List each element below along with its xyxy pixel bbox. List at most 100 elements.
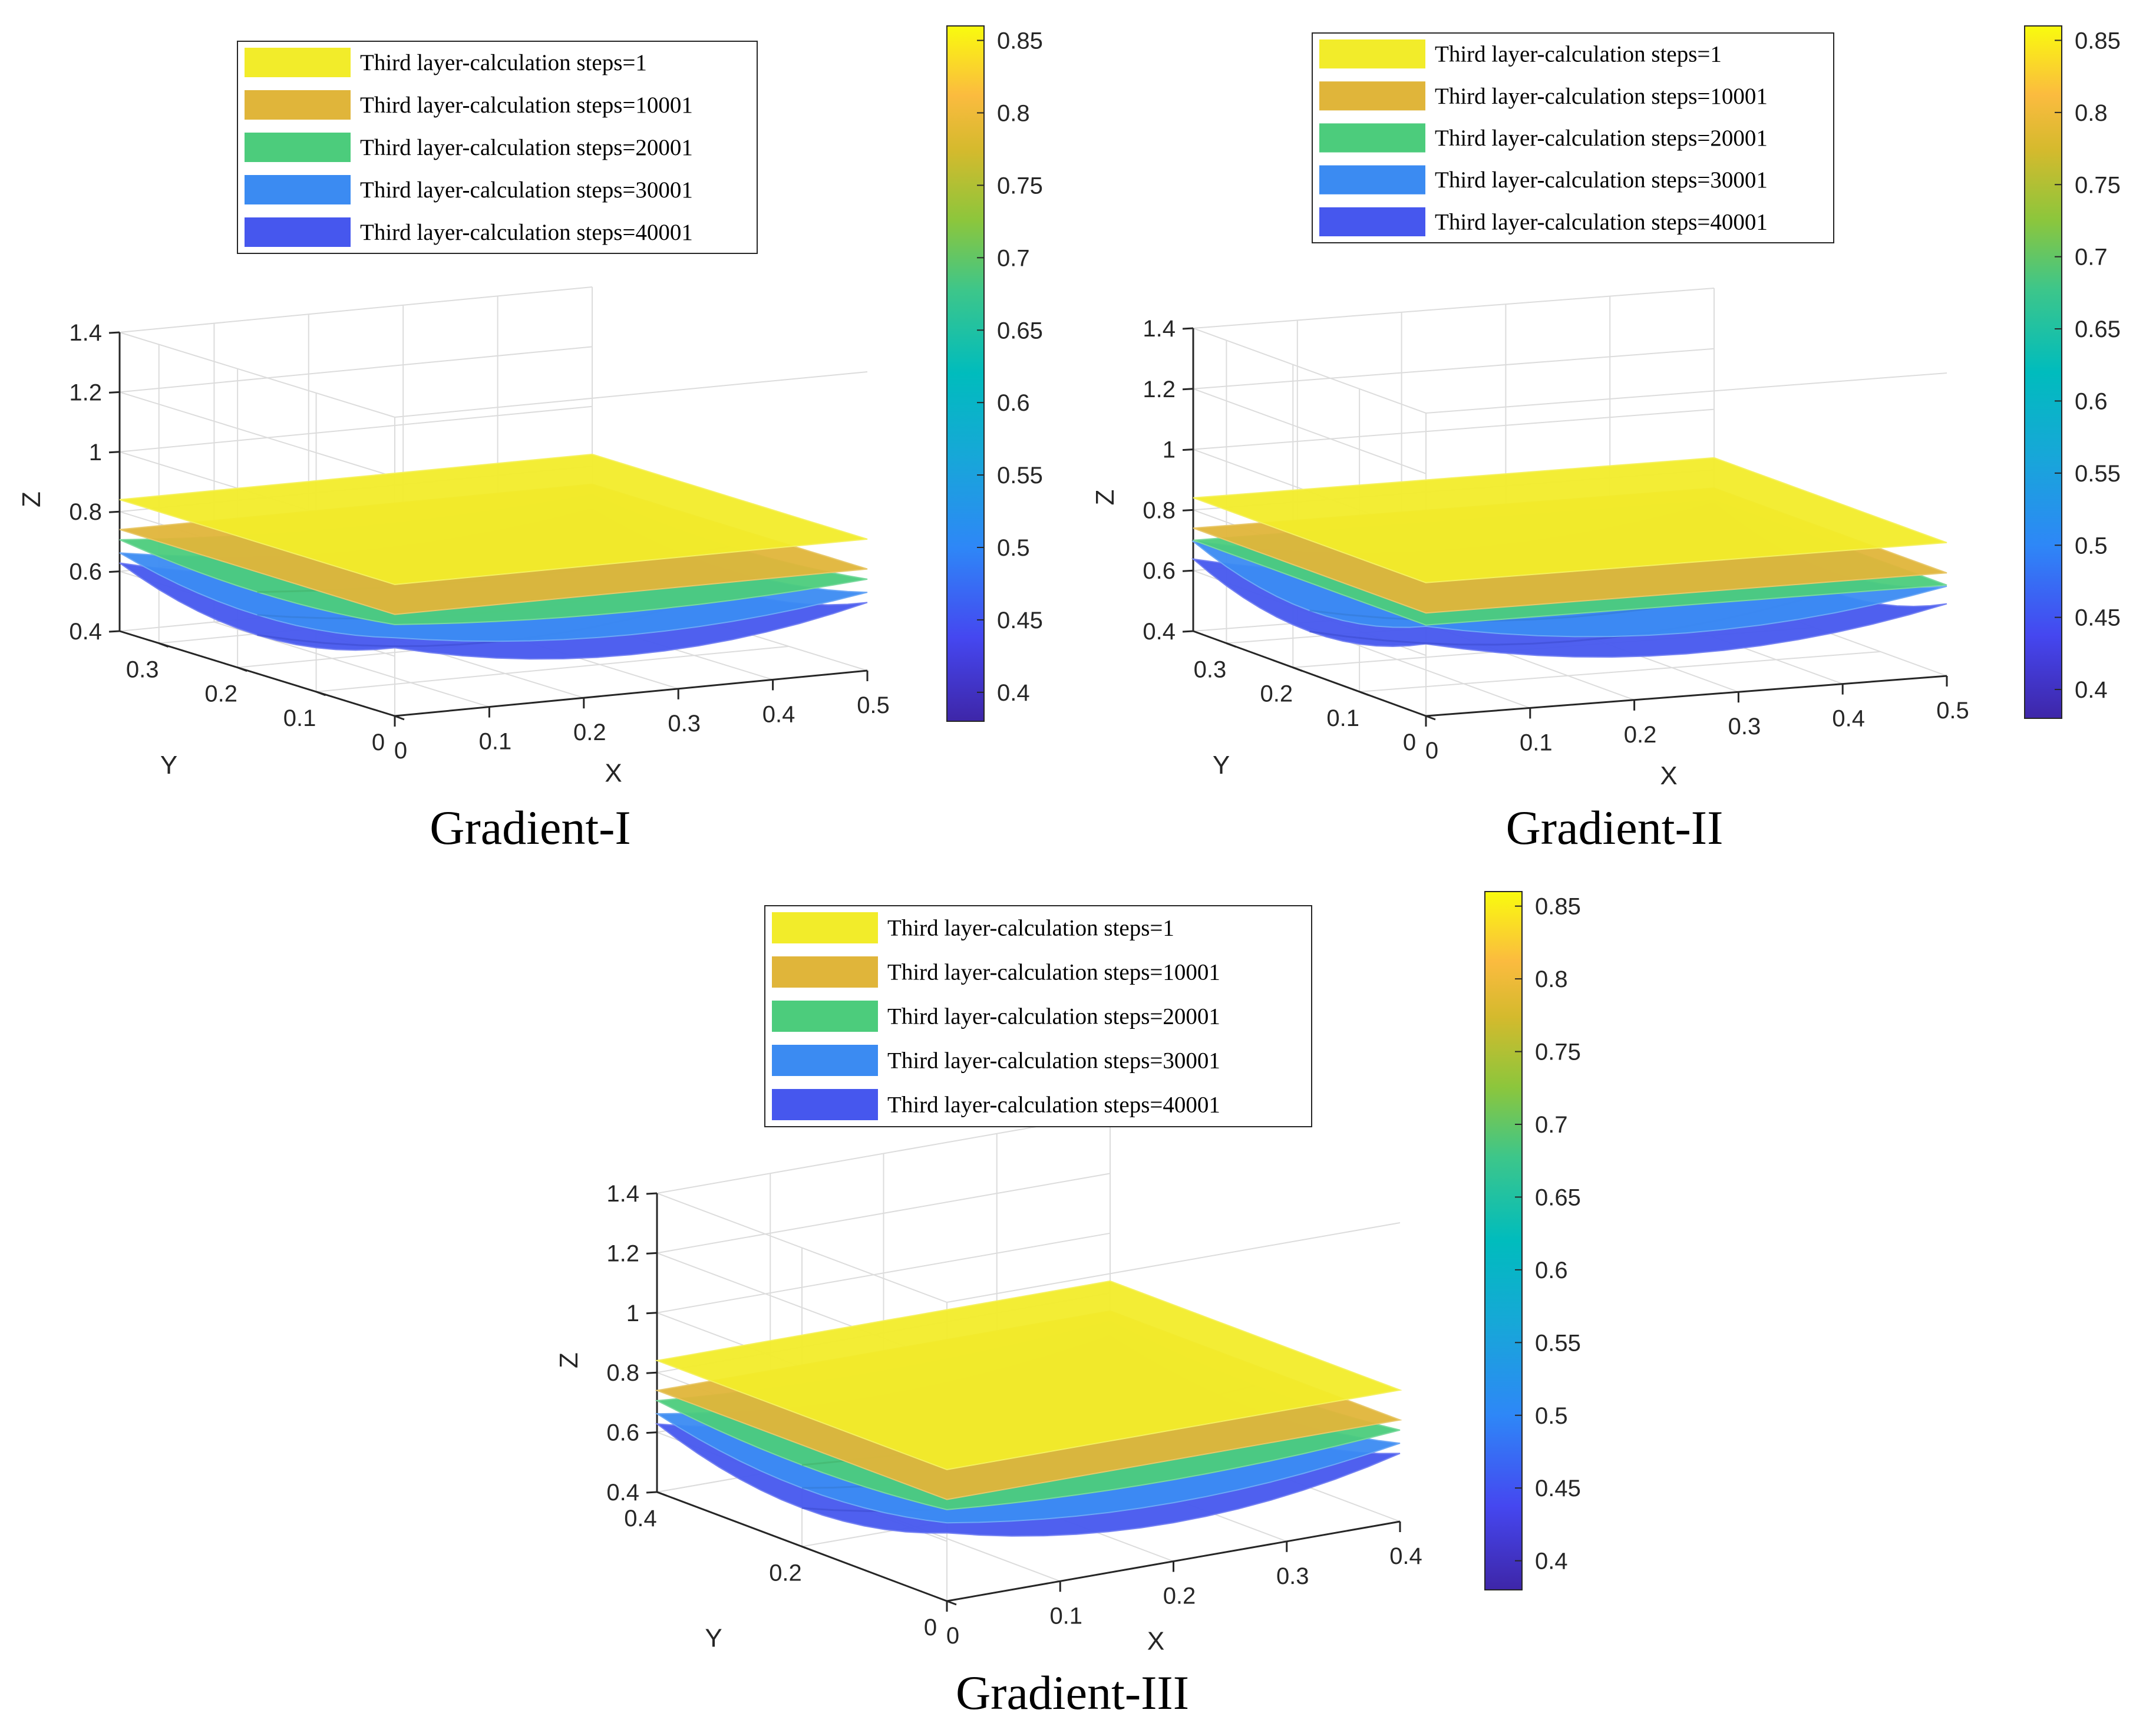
gridline-edge [946,1222,1401,1303]
z-tick-label: 1.4 [1143,316,1176,342]
colorbar-tick-label: 0.65 [997,318,1043,344]
z-tick-label: 0.4 [69,619,102,645]
y-tick-label: 0.1 [1326,705,1359,731]
y-tick-label: 0.2 [769,1560,802,1586]
y-tick [801,1546,812,1551]
gridline-z [119,405,593,453]
y-tick [1292,666,1303,672]
colorbar-tick-label: 0.75 [997,173,1043,199]
gridline-z [1193,288,1715,329]
z-tick-label: 0.8 [69,499,102,525]
x-axis-label: X [605,759,622,788]
legend-swatch-2 [245,90,351,120]
panel-caption: Gradient-III [956,1666,1189,1720]
x-tick-label: 0 [394,738,407,764]
gridline-z [1193,388,1427,474]
colorbar-tick-label: 0.85 [997,28,1043,54]
x-tick-label: 0.2 [1163,1583,1196,1609]
x-tick-label: 0.1 [1520,730,1553,755]
colorbar-tick-label: 0.5 [1535,1403,1568,1429]
y-tick-label: 0.4 [624,1506,657,1532]
colorbar-tick-label: 0.4 [1535,1549,1568,1575]
legend-entry-3: Third layer-calculation steps=20001 [1435,126,1768,151]
colorbar-tick-label: 0.45 [1535,1476,1581,1501]
z-tick-label: 0.4 [606,1480,639,1506]
colorbar-gradient [2024,25,2062,719]
y-axis-label: Y [705,1624,722,1653]
gridline-z [1193,348,1715,390]
legend-swatch-4 [1319,165,1425,194]
surface-1 [119,453,868,585]
z-tick [1182,569,1194,572]
colorbar-tick-label: 0.45 [997,608,1043,633]
panel-2: 0.4 0.6 0.8 1 1.2 1.4 0 0.1 0.2 0.3 0.4 0.5 0 0.1 0.2 0… [1091,25,2121,854]
legend-entry-2: Third layer-calculation steps=10001 [1435,84,1768,109]
z-tick [108,331,120,334]
z-tick-label: 1.4 [69,320,102,346]
legend-swatch-1 [245,48,351,77]
colorbar-tick-label: 0.6 [1535,1258,1568,1283]
colorbar-tick-label: 0.5 [2075,533,2108,559]
panel-3: 0.4 0.6 0.8 1 1.2 1.4 0 0.1 0.2 0.3 0.4 0 0.2 0.4 X Y Z T… [554,891,1581,1720]
gridline-z [119,332,395,418]
colorbar-tick-label: 0.7 [2075,245,2108,270]
colorbar-gradient [1484,891,1523,1590]
y-tick-label: 0 [924,1615,937,1641]
z-axis-label: Z [1091,490,1120,506]
panel-caption: Gradient-II [1506,801,1724,854]
colorbar-tick-label: 0.8 [2075,100,2108,126]
x-tick-label: 0.4 [1389,1543,1422,1569]
z-axis-label: Z [17,491,46,507]
y-tick [946,1600,957,1606]
gridline-edge [1425,372,1947,414]
legend-entry-4: Third layer-calculation steps=30001 [1435,167,1768,193]
y-tick [237,666,247,672]
z-tick-label: 1.4 [606,1181,639,1207]
legend-swatch-1 [1319,39,1425,69]
y-tick [394,715,405,721]
colorbar: 0.4 0.45 0.5 0.55 0.6 0.65 0.7 0.75 0.8 0.85 [2024,25,2121,719]
legend-swatch-5 [245,217,351,247]
tick-labels: 0.4 0.6 0.8 1 1.2 1.4 0 0.1 0.2 0.3 0.4 0.5 0 0.1 0.2 0… [69,320,889,764]
surface-1 [1193,457,1947,583]
z-tick [108,630,120,633]
legend-swatch-3 [772,1001,878,1032]
legend-entry-1: Third layer-calculation steps=1 [360,50,647,75]
z-tick [1182,388,1194,391]
surfaces [119,453,868,660]
colorbar-gradient [946,25,985,722]
legend-swatch-2 [772,956,878,988]
y-tick-label: 0 [372,730,385,755]
gridline-y [1359,651,1881,692]
legend-entry-3: Third layer-calculation steps=20001 [360,135,693,160]
x-tick-label: 0.5 [857,692,890,718]
x-tick-label: 0.4 [762,701,795,727]
z-tick-label: 0.4 [1143,619,1176,645]
surfaces [1191,457,1947,658]
y-axis-label: Y [160,751,177,780]
y-tick-label: 0 [1403,730,1416,755]
y-tick-label: 0.3 [126,657,159,683]
legend-swatch-3 [245,133,351,162]
x-tick-label: 0.4 [1832,706,1865,732]
colorbar-tick-label: 0.5 [997,535,1030,561]
legend-entry-4: Third layer-calculation steps=30001 [360,177,693,203]
colorbar-tick-label: 0.55 [1535,1330,1581,1356]
gridline-edge [394,371,868,418]
z-tick [108,510,120,513]
colorbar-tick-label: 0.65 [1535,1184,1581,1210]
surfaces [655,1280,1402,1537]
z-tick [646,1192,658,1195]
y-tick [656,1491,667,1497]
z-tick-label: 1.2 [69,379,102,405]
surface-1 [655,1280,1402,1470]
gridline-z [119,286,593,333]
legend-swatch-4 [245,175,351,204]
legend-entry-5: Third layer-calculation steps=40001 [1435,209,1768,235]
colorbar-tick-label: 0.55 [2075,461,2121,487]
x-tick-label: 0.2 [573,720,606,745]
z-tick-label: 0.6 [1143,558,1176,584]
legend: Third layer-calculation steps=1 Third lay… [764,905,1312,1127]
x-tick-label: 0.2 [1624,722,1657,748]
colorbar-tick-label: 0.4 [2075,677,2108,703]
